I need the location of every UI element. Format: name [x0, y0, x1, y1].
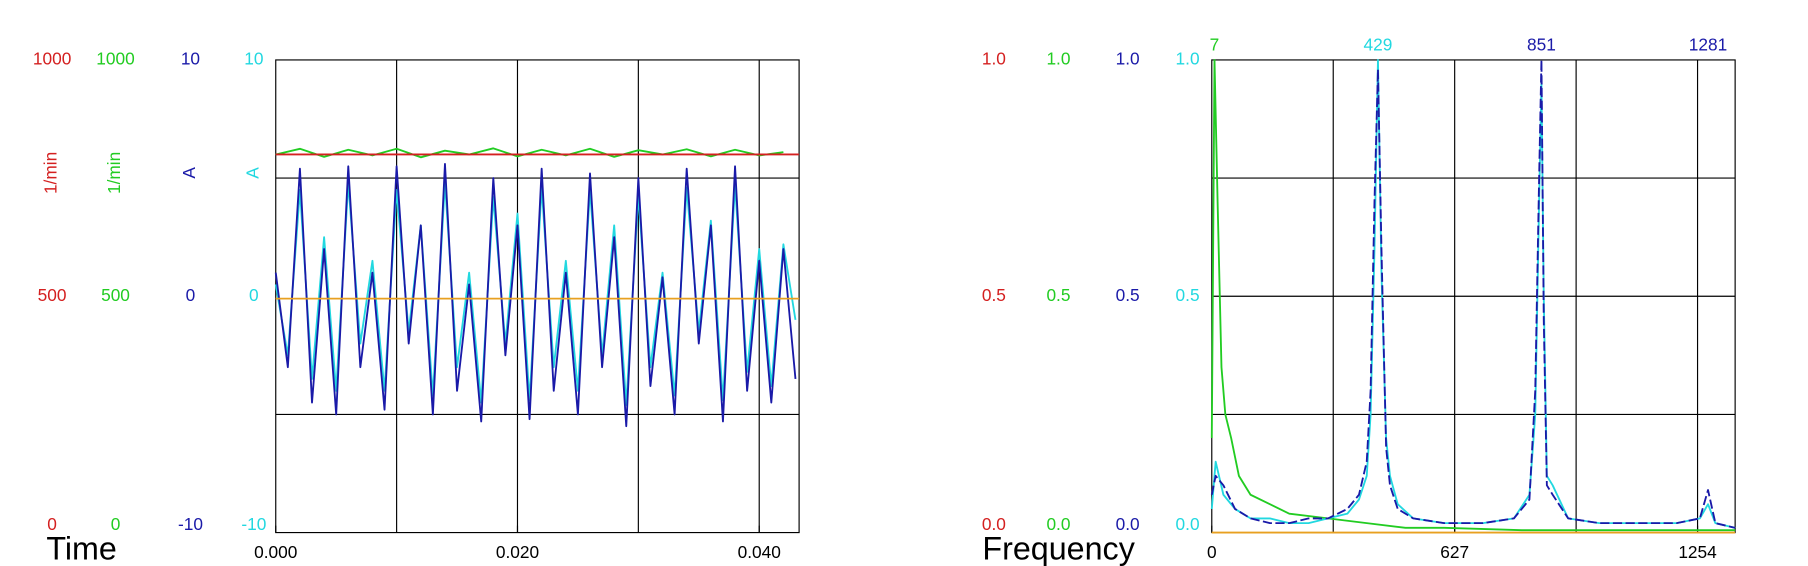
y-tick-label: 1000 — [96, 49, 134, 69]
axis-unit: 1/min — [41, 152, 61, 194]
y-tick-label: 0.5 — [1176, 285, 1200, 305]
y-tick-label: 0.5 — [1116, 285, 1140, 305]
y-tick-label: 10 — [244, 49, 263, 69]
y-tick-label: 0 — [249, 285, 259, 305]
series-line — [275, 147, 784, 159]
y-tick-label: 1.0 — [982, 49, 1006, 69]
series-line — [1210, 59, 1736, 529]
y-tick-label: 0 — [47, 514, 57, 534]
x-tick-label: 0.040 — [738, 542, 781, 562]
series-line — [274, 162, 797, 428]
y-tick-label: -10 — [241, 514, 266, 534]
axis-unit: A — [179, 167, 199, 179]
y-tick-label: 500 — [101, 285, 130, 305]
y-tick-label: 500 — [38, 285, 67, 305]
axis-unit: 1/min — [104, 152, 124, 194]
y-tick-label: 0.0 — [1116, 514, 1140, 534]
x-tick-label: 0 — [1207, 542, 1217, 562]
y-tick-label: 1.0 — [1046, 49, 1070, 69]
y-tick-label: 0.0 — [982, 514, 1006, 534]
peak-label: 7 — [1210, 35, 1220, 55]
y-tick-label: 1.0 — [1176, 49, 1200, 69]
peak-label: 429 — [1364, 35, 1393, 55]
x-tick-label: 627 — [1440, 542, 1469, 562]
series-line — [1210, 59, 1736, 532]
y-tick-label: 0.0 — [1046, 514, 1070, 534]
y-tick-label: 0.5 — [982, 285, 1006, 305]
y-tick-label: 0.5 — [1046, 285, 1070, 305]
y-tick-label: -10 — [178, 514, 203, 534]
x-tick-label: 1254 — [1678, 542, 1717, 562]
chart-title: Frequency — [982, 531, 1135, 566]
x-tick-label: 0.000 — [254, 542, 297, 562]
plot-frame — [275, 59, 800, 534]
series-line — [1210, 59, 1736, 529]
y-tick-label: 0 — [111, 514, 121, 534]
y-tick-label: 1.0 — [1116, 49, 1140, 69]
axis-unit: A — [242, 167, 262, 179]
x-tick-label: 0.020 — [496, 542, 539, 562]
y-tick-label: 1000 — [33, 49, 71, 69]
y-tick-label: 0.0 — [1176, 514, 1200, 534]
y-tick-label: 10 — [181, 49, 200, 69]
peak-label: 1281 — [1689, 35, 1727, 55]
y-tick-label: 0 — [186, 285, 196, 305]
chart-title: Time — [46, 531, 117, 566]
peak-label: 851 — [1527, 35, 1556, 55]
